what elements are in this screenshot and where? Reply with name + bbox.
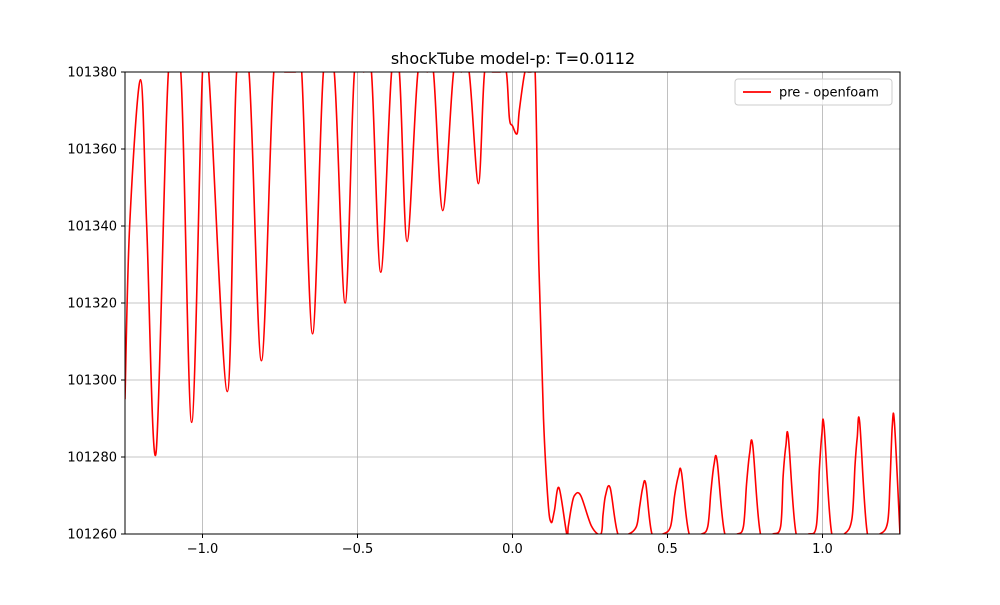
legend-label: pre - openfoam bbox=[779, 86, 879, 101]
x-tick-label: 1.0 bbox=[812, 542, 833, 557]
y-tick-label: 101280 bbox=[67, 451, 117, 466]
y-tick-label: 101360 bbox=[67, 143, 117, 158]
x-tick-label: 0.0 bbox=[502, 542, 523, 557]
legend-box bbox=[734, 78, 893, 106]
y-tick-label: 101260 bbox=[67, 528, 117, 543]
x-tick-label: −0.5 bbox=[342, 542, 374, 557]
y-axis: 101260 101280 101300 101320 101340 101360 1013… bbox=[67, 66, 125, 543]
y-tick-label: 101380 bbox=[67, 66, 117, 81]
x-tick-label: 0.5 bbox=[657, 542, 678, 557]
y-tick-label: 101320 bbox=[67, 297, 117, 312]
legend: pre - openfoam bbox=[734, 78, 893, 106]
x-axis: −1.0 −0.5 0.0 0.5 1.0 bbox=[187, 534, 833, 557]
x-tick-label: −1.0 bbox=[187, 542, 219, 557]
y-tick-label: 101300 bbox=[67, 374, 117, 389]
chart-title: shockTube model-p: T=0.0112 bbox=[391, 49, 635, 68]
y-tick-label: 101340 bbox=[67, 220, 117, 235]
